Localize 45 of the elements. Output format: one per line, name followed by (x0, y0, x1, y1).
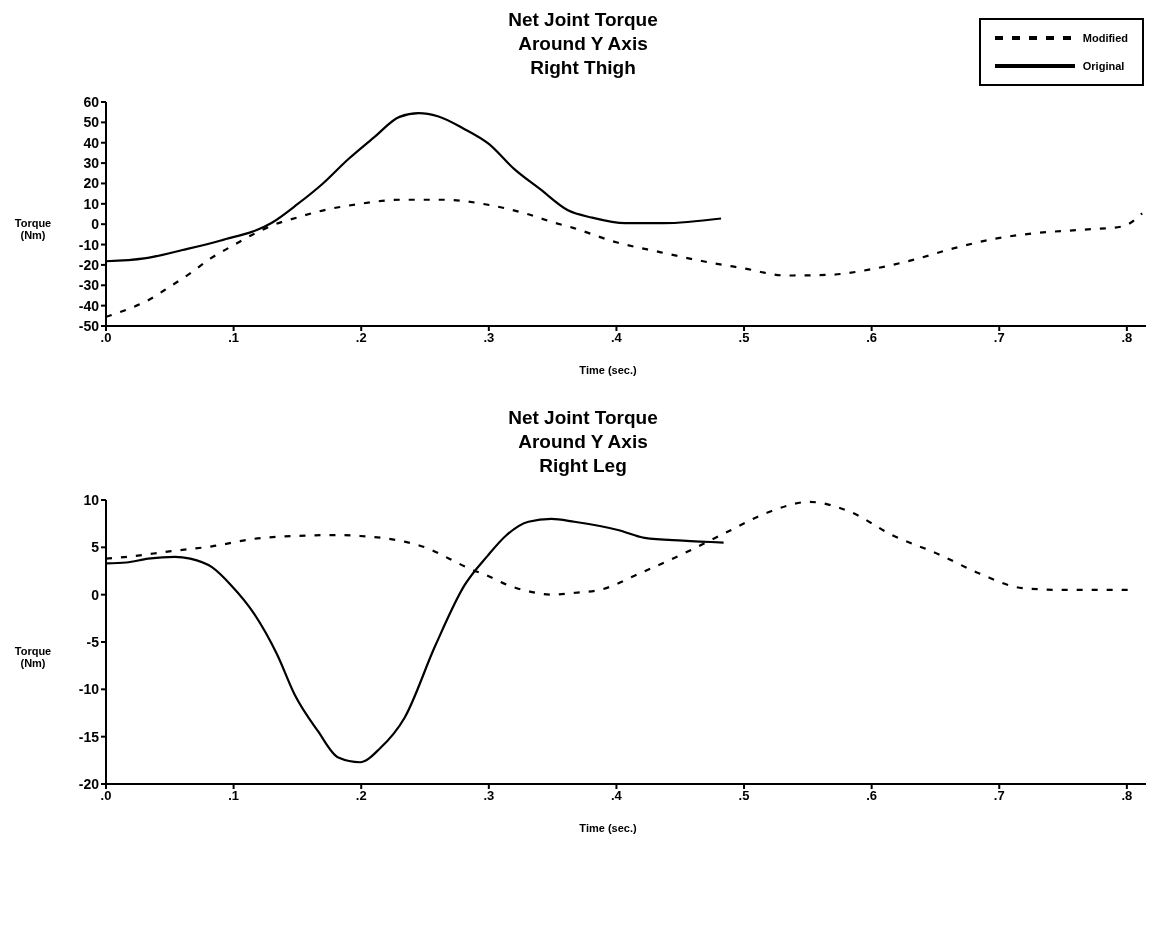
x-tick-label: .8 (1121, 788, 1133, 804)
y-tick-label: -20 (78, 775, 100, 792)
chart-title: Net Joint Torque Around Y Axis Right Leg (507, 406, 659, 478)
y-tick-label: -30 (78, 277, 100, 294)
x-tick-label: .0 (100, 330, 112, 346)
y-tick-label: -40 (78, 297, 100, 314)
x-tick-label: .3 (483, 788, 495, 804)
x-tick-label: .5 (738, 330, 750, 346)
y-axis-title: Torque (Nm) (13, 645, 53, 669)
y-tick-label: 40 (83, 134, 100, 151)
x-axis-title: Time (sec.) (578, 822, 638, 834)
x-axis-title: Time (sec.) (578, 364, 638, 376)
y-tick-label: 5 (91, 539, 100, 556)
x-tick-label: .7 (993, 788, 1005, 804)
y-tick-label: 60 (83, 93, 100, 110)
y-tick-label: 0 (91, 216, 100, 233)
y-tick-label: 30 (83, 155, 100, 172)
x-tick-label: .8 (1121, 330, 1133, 346)
y-axis-title: Torque (Nm) (13, 217, 53, 241)
x-tick-label: .2 (355, 330, 367, 346)
y-tick-label: -20 (78, 256, 100, 273)
y-tick-label: -10 (78, 236, 100, 253)
x-tick-label: .2 (355, 788, 367, 804)
x-tick-label: .1 (228, 788, 240, 804)
y-tick-label: -5 (86, 633, 100, 650)
y-tick-label: 20 (83, 175, 100, 192)
legend-label: Modified (1082, 32, 1128, 44)
x-tick-label: .7 (993, 330, 1005, 346)
legend-label: Original (1082, 60, 1125, 72)
x-tick-label: .3 (483, 330, 495, 346)
x-tick-label: .4 (611, 788, 623, 804)
y-tick-label: -50 (78, 317, 100, 334)
chart-title: Net Joint Torque Around Y Axis Right Thigh (508, 9, 658, 78)
x-tick-label: .0 (100, 788, 112, 804)
y-tick-label: 0 (91, 586, 100, 603)
y-tick-label: 10 (83, 195, 100, 212)
x-tick-label: .6 (866, 330, 878, 346)
x-tick-label: .4 (611, 330, 623, 346)
y-tick-label: -15 (78, 728, 100, 745)
x-tick-label: .1 (228, 330, 240, 346)
x-tick-label: .6 (866, 788, 878, 804)
y-tick-label: 50 (83, 114, 100, 131)
x-tick-label: .5 (738, 788, 750, 804)
y-tick-label: 10 (83, 491, 100, 508)
y-tick-label: -10 (78, 681, 100, 698)
